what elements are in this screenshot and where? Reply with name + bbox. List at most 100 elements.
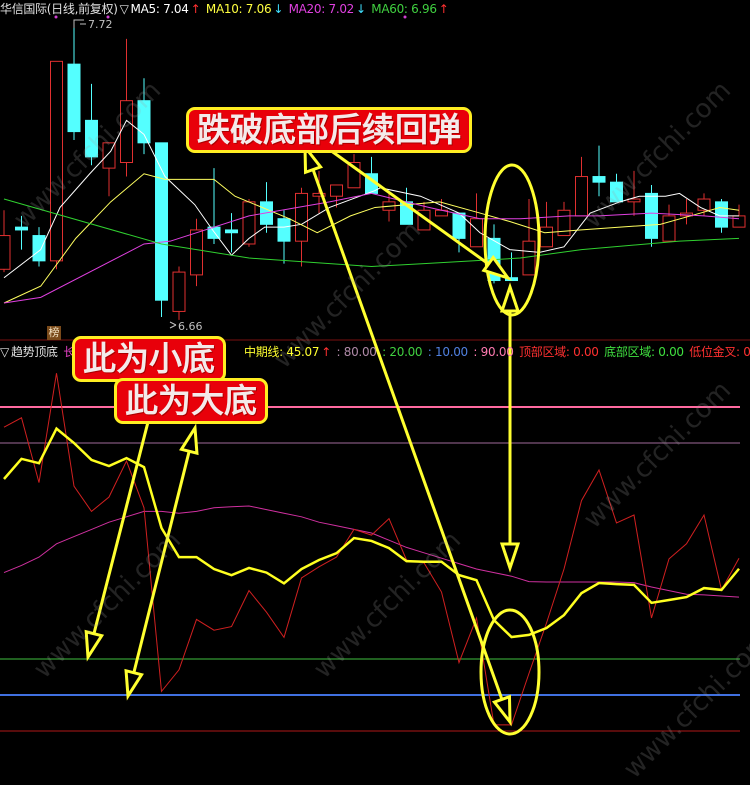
ma5-up-arrow-icon: ↑ bbox=[190, 2, 201, 16]
ranking-badge[interactable]: 榜 bbox=[47, 326, 61, 340]
marker-dot bbox=[54, 15, 58, 19]
candle-body bbox=[67, 63, 81, 133]
candle bbox=[242, 199, 256, 247]
arrow-to-price-low bbox=[329, 148, 509, 280]
high-price-label: 7.72 bbox=[88, 18, 113, 31]
candle-body bbox=[732, 215, 746, 228]
arrow-big-bottom-head-icon bbox=[124, 668, 144, 701]
candle bbox=[190, 218, 203, 287]
mid-line-value: 中期线: 45.07 bbox=[244, 345, 320, 359]
candle bbox=[102, 142, 116, 197]
candle bbox=[645, 184, 658, 247]
ma10-value: MA10: 7.06 bbox=[205, 2, 272, 16]
price-panel bbox=[0, 22, 746, 320]
candle bbox=[85, 83, 98, 166]
indicator-menu-icon[interactable]: ▽ bbox=[0, 345, 9, 359]
candle-body bbox=[137, 100, 151, 144]
candle bbox=[120, 38, 133, 177]
candle-body bbox=[522, 240, 536, 276]
top-zone-value: 顶部区域: 0.00 bbox=[519, 345, 599, 359]
candle bbox=[470, 193, 483, 248]
candle-body bbox=[627, 198, 641, 203]
stock-chart: 6.66 7.72 bbox=[0, 15, 750, 736]
candle bbox=[50, 60, 63, 270]
candle-body bbox=[610, 181, 623, 203]
candle-body bbox=[312, 192, 326, 197]
candle bbox=[610, 173, 623, 203]
candle-body bbox=[470, 218, 483, 248]
candle bbox=[172, 266, 186, 320]
candle bbox=[330, 184, 343, 208]
candle-body bbox=[32, 235, 46, 262]
candle-body bbox=[120, 100, 133, 163]
candle-body bbox=[242, 201, 256, 245]
mid-term-line bbox=[3, 426, 740, 639]
ma5-value: MA5: 7.04 bbox=[130, 2, 189, 16]
indicator-menu-icon[interactable]: ▽ bbox=[119, 2, 129, 16]
ma60-value: MA60: 6.96 bbox=[371, 2, 437, 16]
low-marker-icon bbox=[169, 321, 177, 329]
annotation-layer bbox=[84, 142, 541, 736]
candle bbox=[295, 187, 308, 267]
ma20-down-arrow-icon: ↓ bbox=[356, 2, 366, 16]
indicator-name[interactable]: 趋势顶底 bbox=[10, 345, 58, 359]
candle bbox=[522, 199, 536, 276]
candle-body bbox=[172, 271, 186, 312]
candle-body bbox=[540, 226, 553, 248]
candle bbox=[67, 22, 81, 141]
candle bbox=[155, 142, 168, 318]
low-price-label: 6.66 bbox=[178, 320, 203, 333]
arrow-vertical-link-tail-head-icon bbox=[499, 282, 521, 313]
candle bbox=[627, 170, 641, 216]
candle bbox=[680, 199, 693, 225]
candle-body bbox=[330, 184, 343, 197]
candle bbox=[592, 145, 606, 197]
candle-body bbox=[277, 218, 291, 242]
candle-body bbox=[697, 198, 711, 211]
candle-body bbox=[190, 229, 203, 276]
candle-body bbox=[645, 192, 658, 239]
candle bbox=[32, 227, 46, 267]
fast-line bbox=[3, 373, 740, 726]
candle-body bbox=[295, 192, 308, 242]
candle-body bbox=[85, 119, 98, 158]
highlight-ellipse-indicator bbox=[479, 608, 541, 736]
arrow-to-indicator-low-tail-head-icon bbox=[303, 142, 324, 175]
indicator-panel bbox=[0, 373, 740, 732]
ref-20-value: : 20.00 bbox=[382, 345, 423, 359]
arrow-to-price-low-head-icon bbox=[481, 254, 512, 281]
ma10-line bbox=[3, 173, 740, 304]
high-marker-icon bbox=[73, 19, 86, 28]
highlight-ellipse-price bbox=[483, 163, 541, 317]
marker-dot bbox=[403, 15, 407, 19]
candle-body bbox=[50, 60, 63, 262]
candle bbox=[0, 210, 11, 273]
stock-title[interactable]: 华信国际(日线,前复权) bbox=[0, 2, 118, 16]
candle-body bbox=[662, 215, 676, 242]
candle bbox=[540, 201, 553, 248]
callout-small-bottom: 此为小底 bbox=[72, 336, 226, 382]
ref-80-value: : 80.00 bbox=[336, 345, 377, 359]
candle bbox=[452, 212, 466, 253]
candle-body bbox=[225, 229, 238, 234]
ma20-line bbox=[3, 192, 740, 304]
arrow-to-indicator-low bbox=[303, 146, 512, 723]
marker-dot bbox=[106, 15, 110, 19]
candle-body bbox=[155, 142, 168, 301]
arrow-vertical-link-head-icon bbox=[499, 542, 521, 573]
candle bbox=[225, 213, 238, 253]
candle-body bbox=[0, 235, 11, 270]
ma60-up-arrow-icon: ↑ bbox=[438, 2, 449, 16]
arrow-big-bottom-tail-head-icon bbox=[179, 423, 199, 456]
ma20-value: MA20: 7.02 bbox=[288, 2, 355, 16]
candle-body bbox=[592, 176, 606, 183]
callout-rebound: 跌破底部后续回弹 bbox=[186, 107, 472, 153]
price-panel-header: 华信国际(日线,前复权) ▽ MA5: 7.04 ↑ MA10: 7.06 ↓ MA20… bbox=[0, 0, 450, 17]
arrow-small-bottom bbox=[86, 421, 150, 658]
arrow-to-indicator-low-head-icon bbox=[491, 694, 512, 727]
long-term-line bbox=[3, 505, 740, 598]
candle bbox=[15, 215, 28, 250]
ma10-down-arrow-icon: ↓ bbox=[273, 2, 284, 16]
candle bbox=[277, 210, 291, 264]
ma60-line bbox=[3, 198, 740, 267]
